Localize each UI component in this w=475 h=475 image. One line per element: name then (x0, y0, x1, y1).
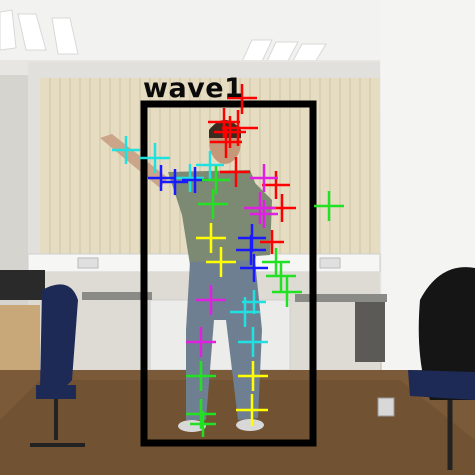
plus-cross-icon (222, 110, 258, 146)
plus-cross-icon (238, 327, 268, 357)
plus-cross-icon (236, 235, 266, 265)
detection-bounding-box (140, 100, 317, 447)
plus-cross-icon (162, 169, 188, 195)
plus-cross-icon (196, 285, 226, 315)
plus-cross-icon (236, 394, 268, 426)
plus-cross-icon (262, 171, 290, 199)
desk-left (82, 292, 152, 300)
joint-markers-blue (148, 165, 268, 282)
joint-markers-yellow (196, 223, 268, 426)
plus-cross-icon (260, 230, 284, 254)
plus-cross-icon (186, 361, 216, 391)
plus-cross-icon (244, 192, 276, 224)
joint-markers-red (208, 84, 296, 254)
plus-cross-icon (186, 327, 216, 357)
joint-markers (112, 84, 344, 437)
printer (0, 270, 45, 300)
desk-drawer (355, 302, 385, 362)
plus-cross-icon (196, 223, 226, 253)
plus-cross-icon (220, 157, 250, 187)
plus-cross-icon (314, 191, 344, 221)
plus-cross-icon (266, 261, 296, 291)
plus-cross-icon (198, 189, 228, 219)
plus-cross-icon (210, 126, 242, 158)
plus-cross-icon (206, 247, 236, 277)
plus-cross-icon (190, 411, 216, 437)
power-socket (319, 257, 341, 269)
power-socket (77, 257, 99, 269)
joint-markers-green (186, 166, 344, 437)
action-label: wave1 (143, 73, 244, 104)
plus-cross-icon (112, 136, 140, 164)
left-door-frame (0, 75, 28, 305)
ceiling-light-left (0, 9, 79, 55)
plus-cross-icon (148, 165, 174, 191)
plus-cross-icon (202, 166, 230, 194)
floor-socket (377, 397, 395, 417)
plus-cross-icon (250, 200, 278, 228)
office-chair-left (30, 284, 85, 447)
plus-cross-icon (238, 361, 268, 391)
joint-markers-cyan (112, 136, 268, 357)
plus-cross-icon (227, 84, 257, 114)
plus-cross-icon (250, 164, 278, 192)
plus-cross-icon (242, 290, 266, 314)
plus-cross-icon (240, 254, 268, 282)
plus-cross-icon (176, 164, 204, 192)
joint-markers-magenta (186, 164, 278, 357)
plus-cross-icon (140, 143, 170, 173)
plus-cross-icon (272, 277, 302, 307)
plus-cross-icon (196, 151, 224, 179)
plus-cross-icon (262, 248, 290, 276)
office-chair-right (408, 267, 475, 470)
person (100, 120, 272, 432)
desk-right (295, 294, 387, 302)
